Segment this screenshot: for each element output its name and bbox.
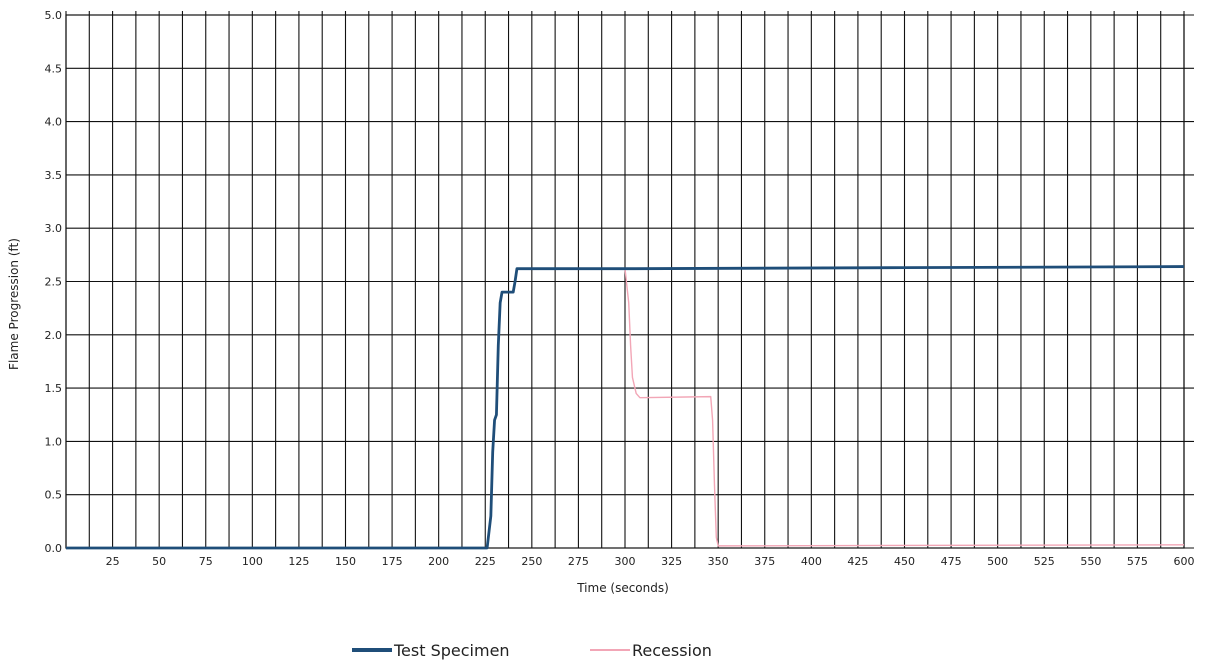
- y-tick-label: 4.0: [45, 116, 63, 129]
- x-tick-label: 125: [288, 555, 309, 568]
- x-tick-label: 350: [708, 555, 729, 568]
- x-tick-label: 200: [428, 555, 449, 568]
- x-tick-label: 175: [382, 555, 403, 568]
- x-tick-label: 500: [987, 555, 1008, 568]
- legend-label-test-specimen: Test Specimen: [393, 641, 510, 660]
- legend: Test Specimen Recession: [352, 641, 712, 660]
- x-tick-label: 75: [199, 555, 213, 568]
- y-tick-label: 5.0: [45, 9, 63, 22]
- x-tick-label: 25: [106, 555, 120, 568]
- series-layer: [66, 265, 1185, 550]
- series-line-test-specimen: [66, 265, 1185, 550]
- x-tick-label: 100: [242, 555, 263, 568]
- y-tick-label: 3.0: [45, 222, 63, 235]
- x-tick-label: 475: [941, 555, 962, 568]
- y-tick-label: 0.0: [45, 542, 63, 555]
- x-axis-title: Time (seconds): [576, 581, 669, 595]
- x-tick-label: 150: [335, 555, 356, 568]
- x-tick-label: 250: [521, 555, 542, 568]
- y-tick-label: 1.5: [45, 382, 63, 395]
- x-tick-label: 600: [1174, 555, 1195, 568]
- y-tick-label: 2.0: [45, 329, 63, 342]
- x-tick-label: 525: [1034, 555, 1055, 568]
- y-tick-label: 4.5: [45, 62, 63, 75]
- x-tick-label: 550: [1080, 555, 1101, 568]
- x-tick-label: 325: [661, 555, 682, 568]
- x-tick-label: 50: [152, 555, 166, 568]
- x-tick-label: 300: [615, 555, 636, 568]
- grid: [65, 11, 1194, 549]
- legend-label-recession: Recession: [632, 641, 712, 660]
- y-tick-label: 1.0: [45, 435, 63, 448]
- x-tick-label: 275: [568, 555, 589, 568]
- y-axis-title: Flame Progression (ft): [7, 238, 21, 370]
- y-tick-label: 0.5: [45, 489, 63, 502]
- x-tick-label: 425: [847, 555, 868, 568]
- y-tick-label: 2.5: [45, 276, 63, 289]
- x-tick-label: 450: [894, 555, 915, 568]
- x-tick-label: 575: [1127, 555, 1148, 568]
- tick-labels: 25 50 75 100 125 150 175 200 225 250 275 300 325 350 3…: [45, 9, 1195, 568]
- x-tick-label: 225: [475, 555, 496, 568]
- y-tick-label: 3.5: [45, 169, 63, 182]
- x-tick-label: 375: [754, 555, 775, 568]
- x-tick-label: 400: [801, 555, 822, 568]
